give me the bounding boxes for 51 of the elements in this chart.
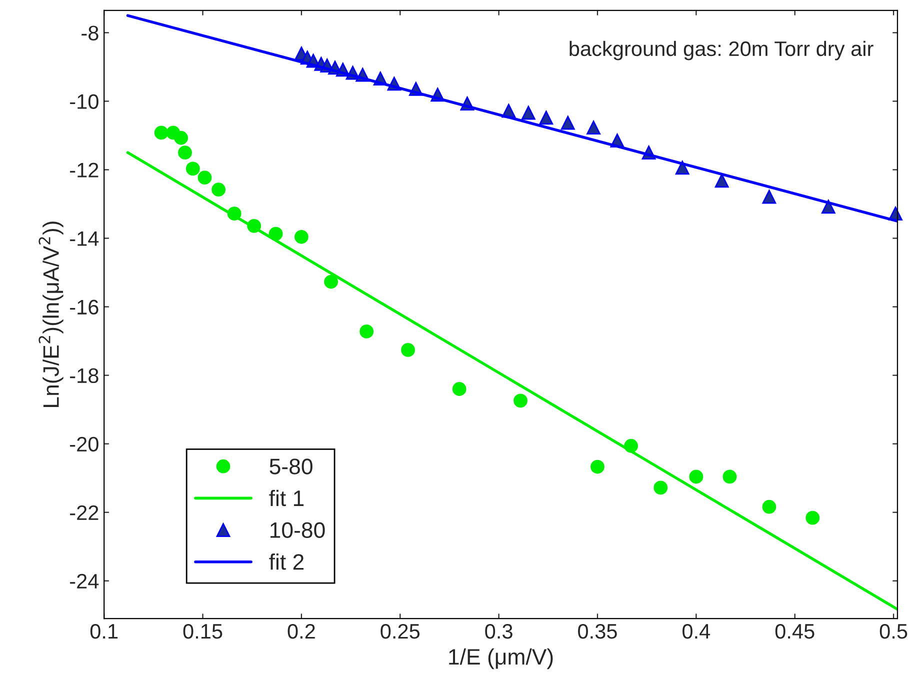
point (186, 162, 200, 176)
y-tick-label: -10 (70, 94, 98, 109)
x-tick-label: 0.25 (380, 624, 420, 639)
y-tick-label: -20 (70, 436, 98, 452)
point (654, 480, 668, 495)
point (174, 130, 188, 145)
x-tick-label: 0.4 (682, 624, 710, 639)
point (806, 510, 820, 525)
y-axis-title: Ln(J/E$^{2}$)(ln(μA/V$^{2}$)) (38, 222, 64, 407)
y-tick-label: -14 (70, 231, 99, 246)
point (560, 116, 575, 130)
x-tick-label: 0.3 (485, 624, 512, 639)
point (714, 174, 729, 188)
point (212, 182, 226, 197)
y-tick-label: -22 (70, 505, 98, 520)
x-tick-label: 0.15 (183, 624, 222, 639)
point (154, 126, 168, 140)
y-tick-label: -8 (82, 26, 98, 40)
point (401, 343, 415, 357)
legend-label: fit 1 (269, 490, 304, 506)
point (821, 200, 836, 214)
point (762, 500, 776, 514)
legend-label: 10-80 (270, 522, 325, 538)
x-tick-label: 0.35 (578, 624, 617, 639)
point (722, 470, 737, 484)
point (762, 190, 776, 204)
y-tick-label: -16 (70, 300, 98, 315)
point (452, 382, 466, 396)
x-tick-label: 0.5 (880, 624, 908, 639)
x-tick-label: 0.1 (90, 624, 118, 639)
y-tick-label: -12 (70, 162, 98, 178)
point (521, 106, 536, 120)
point (689, 470, 704, 484)
point (514, 394, 528, 408)
point (198, 170, 212, 185)
point (178, 146, 192, 160)
x-tick-label: 0.2 (288, 624, 315, 639)
point (539, 110, 554, 125)
x-tick-label: 0.45 (775, 624, 814, 639)
point (360, 324, 374, 338)
y-tick-label: -18 (70, 368, 98, 384)
point (324, 274, 338, 289)
point (590, 460, 604, 474)
legend-label: 5-80 (270, 458, 312, 474)
y-tick-label: -24 (70, 574, 99, 588)
point (675, 160, 690, 175)
annotation: background gas: 20m Torr dry air (570, 40, 874, 60)
legend-label: fit 2 (269, 554, 304, 570)
point (586, 120, 600, 135)
point (294, 230, 308, 244)
x-axis-title: 1/E (μm/V) (449, 648, 553, 670)
